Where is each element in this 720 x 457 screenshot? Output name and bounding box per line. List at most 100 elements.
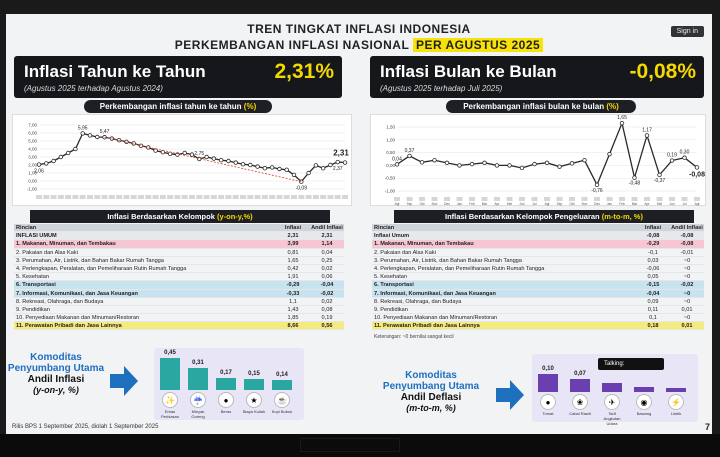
yoy-point [80,131,85,136]
commodity-label: Kopi Bubuk [271,409,293,414]
mtm-xtick [394,197,400,201]
mtm-table-title: Inflasi Berdasarkan Kelompok Pengeluaran… [394,210,694,223]
yoy-xtick [123,195,130,199]
yoy-table-title: Inflasi Berdasarkan Kelompok (y-on-y,%) [30,210,330,223]
kom-inf-line4: (y-on-y, %) [33,385,79,395]
mtm-xtick [544,197,550,201]
mtm-xtick-label: Mar [482,202,488,206]
yoy-xtick [108,195,115,199]
mtm-table-header-row: Rincian Inflasi Andil Inflasi [372,224,704,233]
commodity-bar [570,379,590,392]
yoy-xtick [312,195,319,199]
yoy-xtick [50,195,57,199]
yoy-table-row: 5. Kesehatan 1,91 0,06 [14,273,344,282]
yoy-point [269,165,275,170]
mtm-ytick-label: -1,00 [385,189,396,194]
mtm-point [594,182,600,188]
commodity-icon: ☔ [190,392,206,408]
mtm-point [569,161,575,166]
yoy-xtick [181,195,188,199]
mtm-table-cell: 0,01 [681,323,693,330]
mtm-table-note: Keterangan: ~0 bernilai sangat kecil [374,334,454,340]
mtm-xtick [531,197,538,201]
yoy-xtick [57,195,64,199]
yoy-table-cell: 1. Makanan, Minuman, dan Tembakau [16,241,116,248]
yoy-table-row: 1. Makanan, Minuman, dan Tembakau 3,99 1,1… [14,240,344,249]
kom-def-line3: Andil Deflasi [400,392,462,403]
yoy-xtick [101,195,108,199]
yoy-xtick [174,195,181,199]
mtm-table-cell: ~0 [683,315,691,322]
mtm-chart-svg: 1,50 1,00 0,50 0,00 -0,50 -1,00 0,040,37 -0,76 1… [385,115,705,206]
yoy-point [167,151,173,156]
yoy-table-umum-row: INFLASI UMUM 2,31 2,31 [14,232,344,241]
yoy-value: 2,31% [274,60,334,83]
mtm-xtick-label: Des [444,202,450,206]
mtm-table-cell: ~0 [683,298,691,305]
mtm-xtick-label: Mei [657,202,662,206]
commodity-label: Emas Perhiasan [160,409,179,419]
mtm-point [494,163,500,168]
yoy-table-cell: 1,65 [287,257,299,264]
yoy-table-cell: -0,33 [286,290,300,297]
yoy-point [262,166,268,171]
yoy-point [328,162,333,168]
komoditas-inflasi-panel: 0,45 ✨ Emas Perhiasan 0,31 ☔ Minyak Goreng 0,1… [154,348,304,420]
mtm-xtick [631,197,638,201]
mtm-xtick-label: Sep [557,202,563,206]
mtm-ytick-label: 1,00 [386,137,395,142]
mtm-point [532,161,537,167]
yoy-data-label: 2,37 [333,166,343,172]
mtm-xtick [694,197,700,201]
mtm-xtick-label: Jan [457,202,462,206]
yoy-ytick-label: 1,00 [28,171,37,176]
mtm-table-cell: 0,01 [681,306,693,313]
yoy-table-cell: 0,08 [321,306,333,313]
yoy-trend-line [104,136,302,183]
mtm-table-cell: -0,08 [680,233,694,240]
mtm-data-label: 0,30 [680,150,690,156]
mtm-data-label: -0,48 [629,181,641,187]
yoy-table-row: 2. Pakaian dan Alas Kaki 0,81 0,04 [14,249,344,257]
yoy-table-cell: Andil Inflasi [311,225,343,231]
yoy-table-cell: 3. Perumahan, Air, Listrik, dan Bahan Ba… [16,257,164,264]
yoy-point [95,134,100,140]
mtm-point [444,160,450,166]
mtm-xtick-label: Feb [469,202,475,206]
mtm-xtick-label: Jul [532,202,536,206]
mtm-data-label: -0,76 [591,188,603,194]
commodity-label: Tarif Angkutan Udara [603,411,621,426]
yoy-point [277,166,282,172]
commodity-label: Tomat [542,411,554,416]
mtm-table-row: 2. Pakaian dan Alas Kaki -0,1 -0,01 [372,249,704,257]
yoy-table-cell: 7. Informasi, Komunikasi, dan Jasa Keuan… [16,290,138,297]
yoy-point [255,164,260,169]
mtm-table-cell: -0,06 [646,265,660,272]
yoy-table-cell: 1,1 [289,298,297,305]
yoy-point [320,166,326,171]
commodity-bar-value: 0,17 [220,369,232,376]
yoy-ytick-label: 7,00 [28,123,37,128]
sign-in-button[interactable]: Sign in [670,26,704,37]
mtm-table-row: 10. Penyediaan Makanan dan Minuman/Resto… [372,314,704,323]
yoy-table-header-row: Rincian Inflasi Andil Inflasi [14,224,344,233]
yoy-xtick [36,195,42,199]
yoy-table-cell: 9. Pendidikan [16,306,50,313]
mtm-point [394,162,400,167]
mtm-xtick-label: Mei [507,202,512,206]
mtm-table-cell: 7. Informasi, Komunikasi, dan Jasa Keuan… [374,290,496,297]
yoy-point [211,156,217,161]
mtm-ytick-label: -0,50 [385,176,396,181]
mtm-table-cell: 0,11 [647,306,659,313]
yoy-xtick [167,195,174,199]
mtm-point [407,153,412,159]
mtm-table-cell: 0,1 [649,315,657,322]
mtm-xtick [456,197,463,201]
commodity-bar-value: 0,45 [164,350,176,356]
mtm-data-label: 0,04 [392,156,402,162]
mtm-point [619,120,625,126]
mtm-data-label: 0,37 [405,148,415,154]
yoy-table-cell: 1,14 [321,241,333,248]
mtm-table-cell: -0,04 [646,290,660,297]
komoditas-deflasi-label: Komoditas Penyumbang Utama Andil Deflasi… [376,370,486,413]
